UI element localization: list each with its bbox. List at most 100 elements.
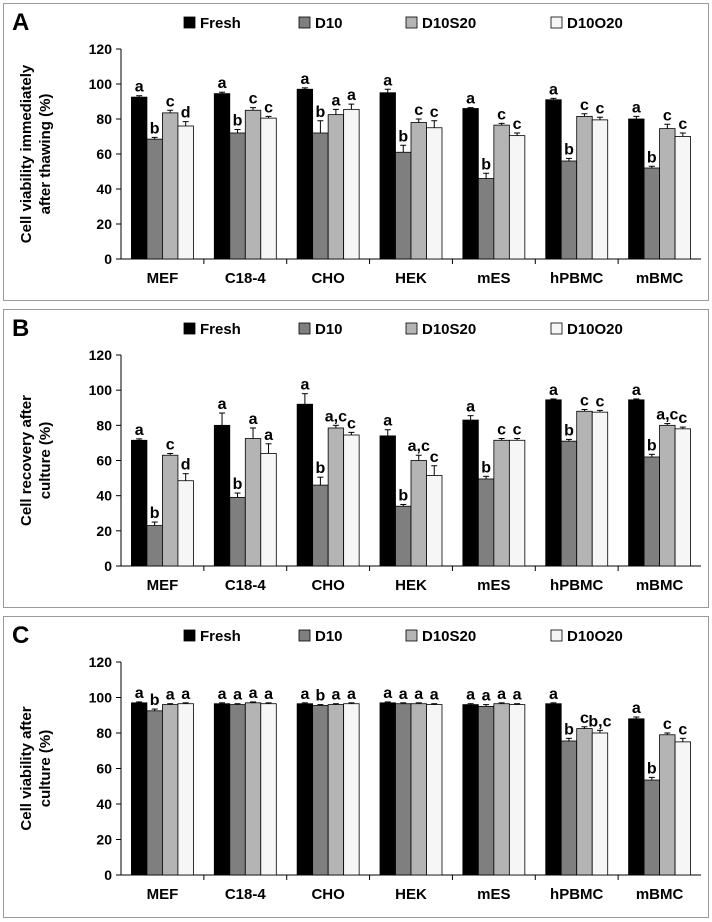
bar <box>327 114 345 260</box>
bar <box>343 108 360 260</box>
significance-label: a <box>249 411 258 428</box>
significance-label: a <box>513 687 522 704</box>
y-axis-label-line: Cell viability immediately <box>18 64 35 243</box>
bar <box>395 703 412 876</box>
legend-label: D10O20 <box>567 15 623 32</box>
x-tick-label: MEF <box>147 577 179 594</box>
bar <box>213 93 231 260</box>
significance-label: a <box>347 87 356 104</box>
significance-label: c <box>580 97 589 114</box>
significance-label: a <box>300 686 309 703</box>
legend-swatch <box>405 629 418 642</box>
bar <box>545 99 562 260</box>
significance-label: a <box>466 687 475 704</box>
legend-swatch <box>405 322 418 335</box>
x-tick-label: CHO <box>311 577 345 594</box>
bar <box>545 703 562 876</box>
bar <box>327 704 345 876</box>
significance-label: a <box>482 688 491 705</box>
legend-label: D10 <box>315 15 343 32</box>
bar <box>493 124 510 260</box>
bar <box>560 740 578 876</box>
legend-swatch <box>183 629 196 642</box>
significance-label: b <box>233 113 243 130</box>
significance-label: c <box>580 393 589 410</box>
x-tick-label: mES <box>477 886 510 903</box>
significance-label: a,c <box>325 408 347 425</box>
bar <box>508 704 526 876</box>
bar <box>674 741 691 876</box>
significance-label: a <box>181 686 190 703</box>
significance-label: c <box>264 99 273 116</box>
significance-label: a <box>549 686 558 703</box>
bar <box>296 88 314 260</box>
significance-label: a <box>383 685 392 702</box>
y-axis-label-line: after thawing (%) <box>37 94 54 215</box>
significance-label: b <box>150 120 160 137</box>
bar <box>560 440 578 567</box>
bar <box>674 428 691 567</box>
significance-label: c <box>430 104 439 121</box>
significance-label: c <box>414 102 423 119</box>
significance-label: a <box>497 686 506 703</box>
x-tick-label: hPBMC <box>550 886 603 903</box>
significance-label: b <box>647 760 657 777</box>
significance-label: a <box>632 99 641 116</box>
bar <box>477 178 495 260</box>
bar <box>296 703 314 876</box>
significance-label: a <box>300 71 309 88</box>
bar <box>395 505 412 567</box>
bar <box>177 480 194 567</box>
bar <box>312 132 329 260</box>
x-tick-label: hPBMC <box>550 270 603 287</box>
bar <box>343 703 360 876</box>
legend-swatch <box>183 322 196 335</box>
panel-c: C Fresh D10 D10S20 D10O20 Cell viability afte… <box>3 616 709 918</box>
bar <box>508 135 526 260</box>
bar <box>462 704 479 876</box>
y-tick-label: 20 <box>96 832 112 848</box>
x-tick-label: HEK <box>395 577 427 594</box>
bar <box>410 460 427 567</box>
significance-label: c <box>513 116 522 133</box>
bar <box>162 112 179 260</box>
bar <box>493 439 510 567</box>
bar <box>508 439 526 567</box>
chart-panel-a: A Fresh D10 D10S20 D10O20 Cell viability imme… <box>12 9 701 287</box>
significance-label: a <box>264 427 273 444</box>
significance-label: b <box>398 128 408 145</box>
bar <box>146 138 163 260</box>
bar <box>379 702 396 876</box>
y-tick-label: 100 <box>89 382 113 398</box>
legend-swatch <box>183 16 196 29</box>
y-axis-label-line: culture (%) <box>37 730 54 808</box>
legend-label: D10O20 <box>567 628 623 645</box>
bar <box>131 96 148 260</box>
bar <box>659 734 676 876</box>
significance-label: b <box>233 476 243 493</box>
bar <box>477 705 495 876</box>
y-tick-label: 80 <box>96 111 112 127</box>
y-tick-label: 40 <box>96 181 112 197</box>
x-tick-label: MEF <box>147 270 179 287</box>
significance-label: a <box>632 382 641 399</box>
panel-a: A Fresh D10 D10S20 D10O20 Cell viability imme… <box>3 3 709 301</box>
bar <box>659 128 676 260</box>
y-tick-label: 120 <box>89 654 113 670</box>
significance-label: c <box>430 449 439 466</box>
bar <box>576 728 593 876</box>
significance-label: a <box>549 81 558 98</box>
significance-label: b <box>316 460 326 477</box>
y-axis-label: Cell viability after culture (%) <box>18 706 54 830</box>
bar <box>312 705 329 876</box>
significance-label: a <box>383 72 392 89</box>
bar <box>628 399 645 567</box>
significance-label: c <box>678 721 687 738</box>
significance-label: b <box>564 141 574 158</box>
x-tick-label: CHO <box>311 886 345 903</box>
y-tick-label: 80 <box>96 417 112 433</box>
y-axis-label-line: culture (%) <box>37 422 54 500</box>
x-tick-label: C18-4 <box>225 577 267 594</box>
bar <box>560 160 578 260</box>
bar <box>659 424 676 567</box>
